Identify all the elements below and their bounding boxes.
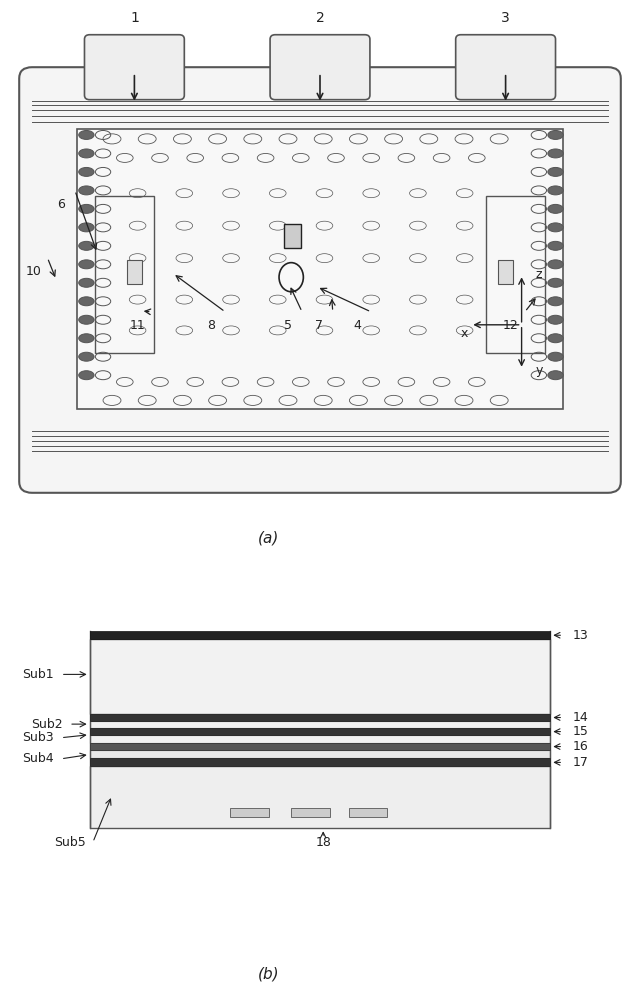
FancyBboxPatch shape — [270, 35, 370, 100]
Text: 13: 13 — [573, 629, 589, 642]
Bar — [90, 728, 550, 735]
Text: Sub3: Sub3 — [22, 731, 54, 744]
Ellipse shape — [79, 334, 94, 343]
Bar — [291, 808, 330, 817]
Text: 8: 8 — [207, 319, 215, 332]
FancyBboxPatch shape — [19, 67, 621, 493]
Ellipse shape — [79, 130, 94, 139]
Bar — [90, 721, 550, 728]
Bar — [90, 766, 550, 828]
Ellipse shape — [79, 297, 94, 306]
Ellipse shape — [548, 223, 563, 232]
Ellipse shape — [79, 260, 94, 269]
Ellipse shape — [548, 204, 563, 213]
Text: x: x — [461, 327, 468, 340]
FancyBboxPatch shape — [456, 35, 556, 100]
Ellipse shape — [548, 334, 563, 343]
Text: 1: 1 — [130, 11, 139, 25]
Bar — [90, 631, 550, 639]
Bar — [90, 743, 550, 750]
Text: Sub4: Sub4 — [22, 752, 54, 765]
Text: (b): (b) — [258, 966, 280, 981]
Ellipse shape — [79, 315, 94, 324]
Text: 10: 10 — [26, 265, 41, 278]
Ellipse shape — [548, 186, 563, 195]
Bar — [284, 224, 301, 248]
Bar — [230, 808, 269, 817]
Ellipse shape — [548, 297, 563, 306]
Text: 11: 11 — [130, 319, 145, 332]
Text: (a): (a) — [258, 530, 280, 545]
Ellipse shape — [548, 241, 563, 250]
Ellipse shape — [548, 278, 563, 287]
Ellipse shape — [548, 260, 563, 269]
Ellipse shape — [79, 167, 94, 176]
Text: z: z — [536, 268, 542, 281]
FancyBboxPatch shape — [84, 35, 184, 100]
Ellipse shape — [548, 130, 563, 139]
Bar — [90, 758, 550, 766]
Text: 4: 4 — [353, 319, 361, 332]
Text: Sub2: Sub2 — [31, 718, 62, 731]
Bar — [90, 750, 550, 758]
Ellipse shape — [548, 371, 563, 380]
Text: 12: 12 — [503, 319, 518, 332]
Text: 2: 2 — [316, 11, 324, 25]
Text: Sub5: Sub5 — [54, 836, 86, 849]
Ellipse shape — [548, 149, 563, 158]
Bar — [127, 260, 142, 284]
Ellipse shape — [79, 278, 94, 287]
Ellipse shape — [79, 186, 94, 195]
Text: 16: 16 — [573, 740, 589, 753]
Text: y: y — [536, 364, 543, 377]
Ellipse shape — [79, 352, 94, 361]
Bar — [349, 808, 387, 817]
Ellipse shape — [548, 315, 563, 324]
Ellipse shape — [548, 352, 563, 361]
Ellipse shape — [548, 167, 563, 176]
Bar — [90, 639, 550, 714]
Text: Sub1: Sub1 — [22, 668, 54, 681]
Ellipse shape — [79, 223, 94, 232]
Bar — [90, 714, 550, 721]
Text: 3: 3 — [501, 11, 510, 25]
Ellipse shape — [79, 241, 94, 250]
Bar — [486, 196, 545, 353]
Ellipse shape — [79, 149, 94, 158]
Bar — [90, 735, 550, 743]
Text: 17: 17 — [573, 756, 589, 769]
Bar — [77, 129, 563, 409]
Text: 6: 6 — [57, 198, 65, 211]
Text: 18: 18 — [316, 836, 331, 849]
Bar — [498, 260, 513, 284]
Ellipse shape — [79, 371, 94, 380]
Text: 7: 7 — [315, 319, 323, 332]
Bar — [95, 196, 154, 353]
Text: 14: 14 — [573, 711, 589, 724]
Text: 15: 15 — [573, 725, 589, 738]
Ellipse shape — [79, 204, 94, 213]
Text: 5: 5 — [284, 319, 292, 332]
